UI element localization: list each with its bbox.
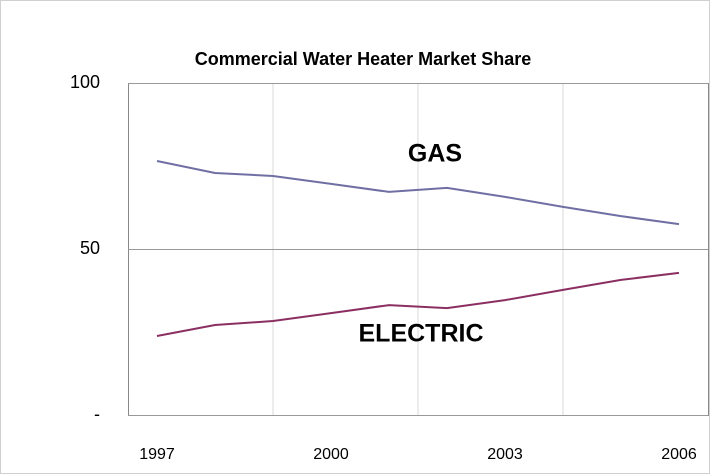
series-line — [156, 271, 680, 337]
x-tick-label: 2006 — [661, 446, 697, 463]
chart-title: Commercial Water Heater Market Share — [195, 49, 531, 69]
series-label: ELECTRIC — [359, 320, 484, 348]
x-tick-label: 1997 — [139, 446, 175, 463]
y-tick-label: - — [94, 404, 100, 424]
series-label: GAS — [408, 140, 462, 168]
series-line — [156, 160, 680, 226]
y-tick-label: 50 — [80, 238, 100, 258]
x-tick-label: 2000 — [313, 446, 349, 463]
x-tick-label: 2003 — [487, 446, 523, 463]
y-tick-label: 100 — [70, 72, 100, 92]
